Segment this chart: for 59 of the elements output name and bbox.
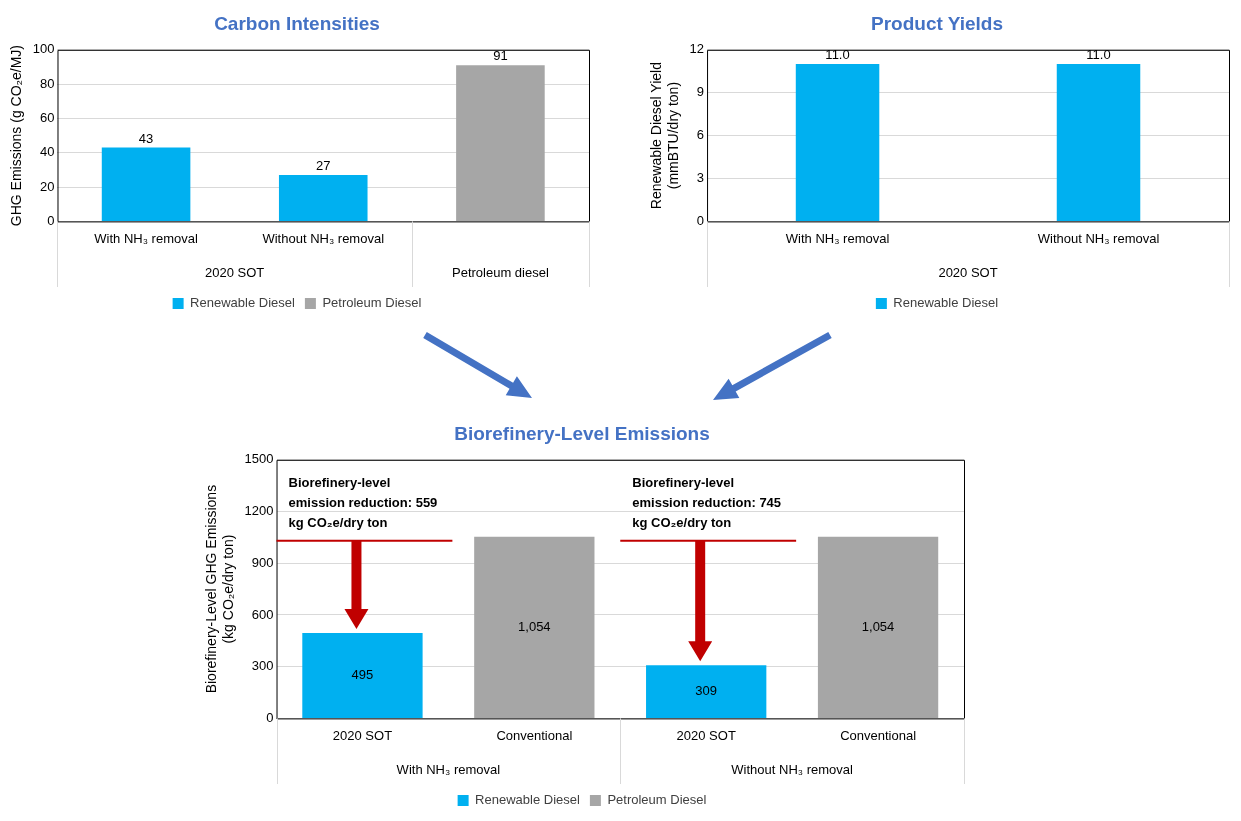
- x-tick-label: With NH₃ removal: [94, 230, 198, 246]
- y-axis-title: GHG Emissions (g CO₂e/MJ): [8, 44, 25, 227]
- data-label: 1,054: [861, 618, 895, 634]
- legend-label: Petroleum Diesel: [607, 792, 707, 808]
- x-tick-label: Without NH₃ removal: [262, 230, 385, 246]
- legend-label: Renewable Diesel: [893, 295, 999, 311]
- y-tick-label: 900: [251, 554, 274, 570]
- x-tick-label: Conventional: [496, 727, 573, 743]
- y-tick-label: 9: [696, 84, 705, 100]
- text: Without NH₃ removal: [731, 761, 854, 777]
- bar: [817, 536, 939, 718]
- annotation: Biorefinery-level emission reduction: 559 kg CO₂e/dry ton: [288, 473, 439, 532]
- y-tick-label: 1200: [244, 503, 274, 519]
- x-tick-label: Conventional: [840, 727, 917, 743]
- x-tick-label: 2020 SOT: [332, 727, 393, 743]
- annotation: Biorefinery-level emission reduction: 745 kg CO₂e/dry ton: [632, 473, 783, 532]
- y-tick-label: 300: [251, 658, 274, 674]
- data-label: 309: [695, 683, 718, 699]
- legend-label: Renewable Diesel: [475, 792, 581, 808]
- y-tick-label: 80: [40, 75, 55, 91]
- text: With NH₃ removal: [396, 761, 501, 777]
- bar: [278, 175, 368, 221]
- legend-label: Petroleum Diesel: [322, 295, 422, 311]
- data-label: 11.0: [1086, 47, 1111, 63]
- bar: [474, 536, 595, 718]
- x-tick-label: 2020 SOT: [676, 727, 736, 743]
- y-tick-label: 0: [696, 212, 705, 228]
- chart-title: Product Yields: [871, 12, 1003, 34]
- bar: [302, 633, 423, 718]
- y-tick-label: 0: [47, 212, 55, 228]
- y-axis-title: Renewable Diesel Yield (mmBTU/dry ton): [648, 62, 682, 210]
- y-tick-label: 3: [696, 170, 705, 186]
- text: 2020 SOT: [205, 264, 265, 280]
- y-tick-label: 12: [689, 41, 705, 57]
- y-tick-label: 0: [266, 709, 274, 725]
- data-label: 495: [351, 667, 374, 683]
- y-tick-label: 20: [40, 178, 55, 194]
- data-label: 43: [138, 130, 154, 146]
- data-label: 11.0: [825, 47, 850, 63]
- bar: [101, 147, 191, 221]
- text: Petroleum diesel: [452, 264, 549, 280]
- y-axis-title: Biorefinery-Level GHG Emissions (kg CO₂e/dry ton): [203, 484, 237, 694]
- bar: [646, 665, 767, 718]
- x-tick-label: Without NH₃ removal: [1037, 230, 1160, 246]
- y-tick-label: 600: [251, 606, 274, 622]
- y-tick-label: 100: [32, 41, 55, 57]
- chart-title: Biorefinery-Level Emissions: [454, 422, 710, 444]
- legend-label: Renewable Diesel: [190, 295, 296, 311]
- y-tick-label: 60: [40, 110, 55, 126]
- y-tick-label: 1500: [244, 451, 274, 467]
- data-label: 27: [316, 158, 331, 174]
- y-tick-label: 40: [40, 144, 55, 160]
- y-tick-label: 6: [696, 127, 705, 143]
- x-tick-label: With NH₃ removal: [785, 230, 890, 246]
- chart-title: Carbon Intensities: [214, 12, 380, 34]
- bar: [456, 65, 545, 221]
- text: 2020 SOT: [938, 264, 998, 280]
- data-label: 1,054: [518, 618, 551, 634]
- data-label: 91: [493, 48, 508, 64]
